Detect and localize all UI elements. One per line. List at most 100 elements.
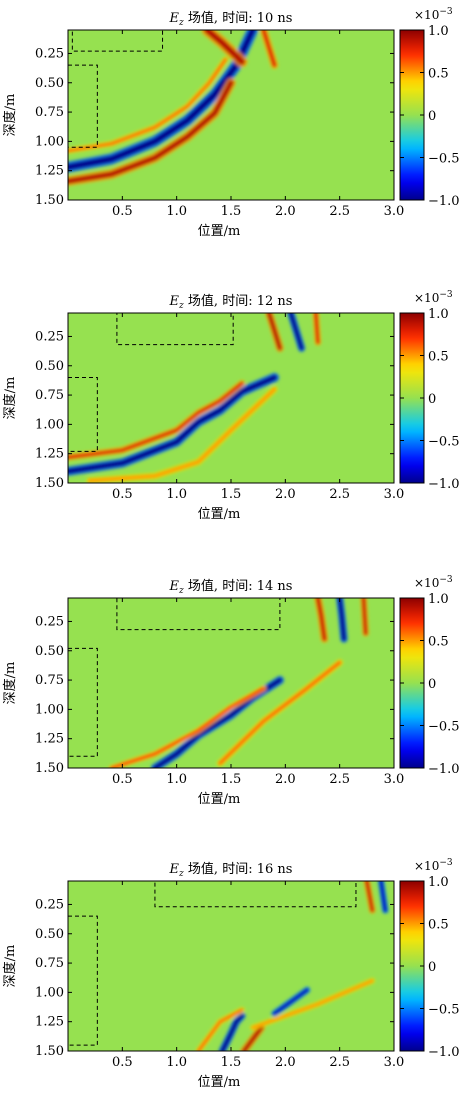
panel-10ns: Ez 场值, 时间: 10 ns 0.5 1.0 1.5 2.0 2.5 3.0 0.25 0.… <box>2 7 460 239</box>
colorbar-tick-label: 1.0 <box>428 592 449 607</box>
wavefront-band <box>68 374 278 475</box>
y-tick-label: 1.25 <box>35 1015 64 1030</box>
dashed-target-box <box>68 647 98 757</box>
wavefront-band <box>313 313 320 345</box>
x-tick-label: 1.0 <box>166 1055 187 1070</box>
colorbar: 1.0 0.5 0 −0.5 −1.0 ×10−3 <box>399 575 460 777</box>
colorbar-tick-label: −0.5 <box>428 435 460 450</box>
wavefront-band <box>337 598 347 642</box>
wavefront-band <box>364 881 375 913</box>
x-tick-label: 2.5 <box>329 204 350 219</box>
wavefront-band <box>68 381 244 460</box>
x-tick-label: 2.0 <box>275 772 296 787</box>
y-tick-label: 1.25 <box>35 447 64 462</box>
wavefront-band <box>272 988 310 1016</box>
y-tick-label: 0.25 <box>35 46 64 61</box>
wavefront-band <box>315 598 327 642</box>
x-tick-label: 0.5 <box>112 1055 133 1070</box>
colorbar: 1.0 0.5 0 −0.5 −1.0 ×10−3 <box>399 858 460 1060</box>
colorbar-exponent: ×10−3 <box>414 7 453 22</box>
colorbar-tick-label: 0 <box>428 677 436 692</box>
x-tick-label: 2.0 <box>275 1055 296 1070</box>
x-tick-label: 3.0 <box>384 1055 405 1070</box>
x-tick-label: 3.0 <box>384 487 405 502</box>
colorbar-tick-label: 0 <box>428 392 436 407</box>
dashed-target-box <box>68 915 98 1046</box>
colorbar: 1.0 0.5 0 −0.5 −1.0 ×10−3 <box>399 290 460 492</box>
x-axis-label: 位置/m <box>198 507 241 522</box>
y-tick-label: 0.25 <box>35 329 64 344</box>
wavefront-band <box>87 387 277 483</box>
wavefront-band <box>241 1025 264 1051</box>
x-tick-label: 0.5 <box>112 204 133 219</box>
colorbar-tick-label: 0.5 <box>428 350 449 365</box>
x-tick-label: 1.5 <box>221 487 242 502</box>
y-tick-label: 1.00 <box>35 702 64 717</box>
panel-title: Ez 场值, 时间: 14 ns <box>169 578 293 596</box>
colorbar-tick-label: −0.5 <box>428 720 460 735</box>
colorbar-tick-label: 0.5 <box>428 635 449 650</box>
y-axis-label: 深度/m <box>2 662 18 705</box>
x-tick-label: 1.5 <box>221 772 242 787</box>
y-tick-label: 0.50 <box>35 927 64 942</box>
colorbar-tick-label: 0.5 <box>428 918 449 933</box>
dashed-target-box <box>116 598 281 631</box>
wavefront-band <box>261 30 277 68</box>
wavefront-band <box>251 979 374 1030</box>
colorbar-tick-label: 1.0 <box>428 24 449 39</box>
wavefront-band <box>196 1008 244 1051</box>
y-tick-label: 1.25 <box>35 164 64 179</box>
colorbar-exponent: ×10−3 <box>414 575 453 590</box>
y-tick-label: 0.25 <box>35 897 64 912</box>
panel-title: Ez 场值, 时间: 10 ns <box>169 10 293 28</box>
colorbar-tick-label: 1.0 <box>428 307 449 322</box>
colorbar: 1.0 0.5 0 −0.5 −1.0 ×10−3 <box>399 7 460 209</box>
panel-16ns: Ez 场值, 时间: 16 ns 0.5 1.0 1.5 2.0 2.5 3.0 0.25 0.… <box>2 858 460 1090</box>
x-tick-label: 3.0 <box>384 204 405 219</box>
colorbar-tick-label: −0.5 <box>428 1003 460 1018</box>
colorbar-exponent: ×10−3 <box>414 290 453 305</box>
dashed-target-box <box>68 64 98 148</box>
dashed-target-box <box>116 313 234 346</box>
panel-title: Ez 场值, 时间: 16 ns <box>169 861 293 879</box>
colorbar-tick-label: 0 <box>428 960 436 975</box>
colorbar-exponent: ×10−3 <box>414 858 453 873</box>
heatmap-field <box>68 881 394 1051</box>
y-tick-label: 1.50 <box>35 1044 64 1059</box>
x-tick-label: 0.5 <box>112 487 133 502</box>
y-tick-label: 0.75 <box>35 105 64 120</box>
y-tick-label: 0.75 <box>35 956 64 971</box>
heatmap-field <box>68 30 394 200</box>
y-axis-label: 深度/m <box>2 94 18 137</box>
y-tick-label: 0.75 <box>35 388 64 403</box>
x-tick-label: 1.0 <box>166 487 187 502</box>
y-tick-label: 1.00 <box>35 134 64 149</box>
y-tick-label: 1.50 <box>35 193 64 208</box>
x-tick-label: 1.5 <box>221 204 242 219</box>
panel-14ns: Ez 场值, 时间: 14 ns 0.5 1.0 1.5 2.0 2.5 3.0 0.25 0.… <box>2 575 460 807</box>
x-tick-label: 0.5 <box>112 772 133 787</box>
colorbar-tick-label: 1.0 <box>428 875 449 890</box>
x-tick-label: 1.5 <box>221 1055 242 1070</box>
x-tick-label: 2.5 <box>329 1055 350 1070</box>
x-tick-label: 2.0 <box>275 487 296 502</box>
y-tick-label: 1.00 <box>35 417 64 432</box>
x-axis-label: 位置/m <box>198 792 241 807</box>
wavefront-band <box>361 598 368 636</box>
x-tick-label: 1.0 <box>166 772 187 787</box>
wavefront-band <box>68 30 256 171</box>
x-axis-label: 位置/m <box>198 1075 241 1090</box>
colorbar-tick-label: 0 <box>428 109 436 124</box>
dashed-target-box <box>68 376 98 452</box>
y-axis-label: 深度/m <box>2 945 18 988</box>
dashed-target-box <box>71 30 164 52</box>
y-tick-label: 0.50 <box>35 76 64 91</box>
x-tick-label: 2.5 <box>329 772 350 787</box>
wavefront-band <box>220 1013 245 1051</box>
x-tick-label: 2.0 <box>275 204 296 219</box>
y-tick-label: 1.50 <box>35 761 64 776</box>
panel-title: Ez 场值, 时间: 12 ns <box>169 293 293 311</box>
wavefront-band <box>288 313 304 351</box>
x-tick-label: 3.0 <box>384 772 405 787</box>
colorbar-tick-label: −1.0 <box>428 762 460 777</box>
